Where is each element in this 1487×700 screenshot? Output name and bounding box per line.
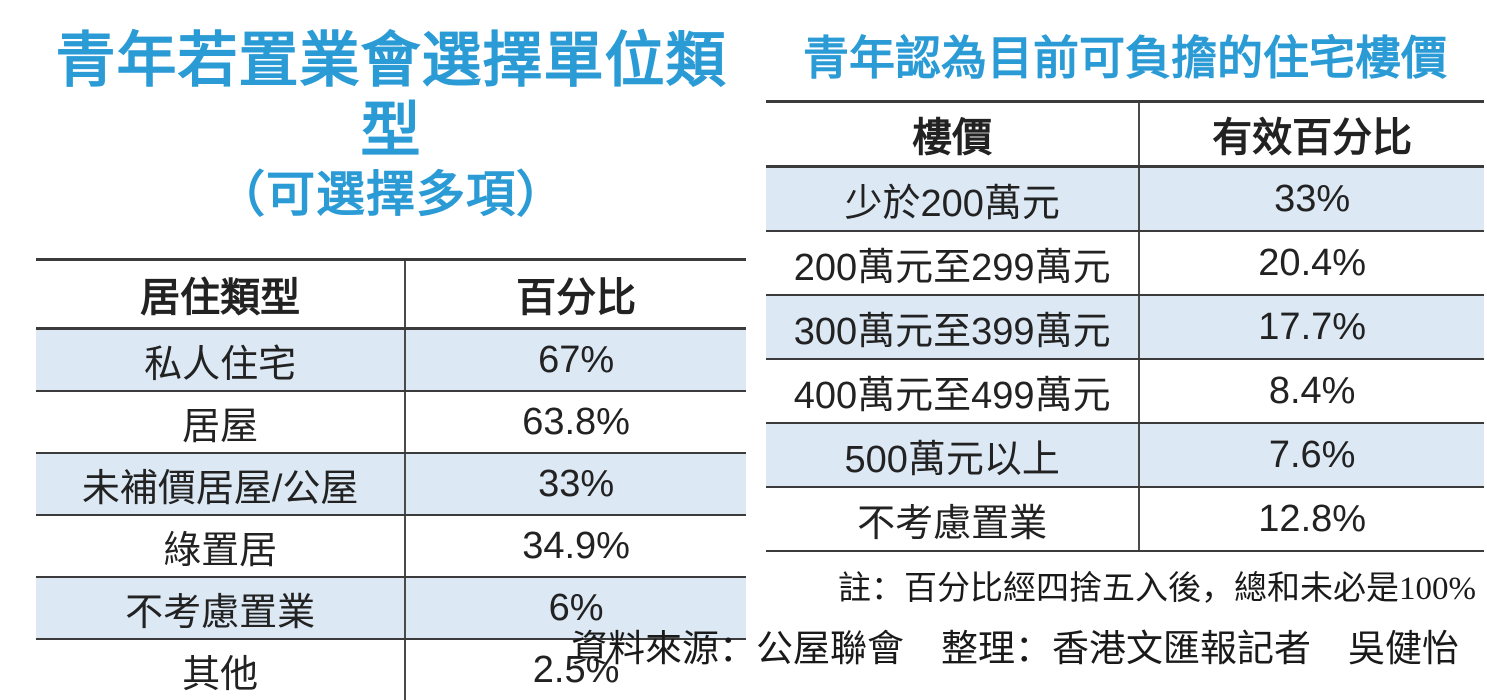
value-cell: 63.8% bbox=[405, 391, 746, 454]
value-cell: 20.4% bbox=[1139, 231, 1484, 296]
category-cell: 未補價居屋/公屋 bbox=[36, 453, 407, 516]
value-cell: 8.4% bbox=[1139, 359, 1484, 424]
value-cell: 7.6% bbox=[1139, 423, 1484, 488]
category-cell: 300萬元至399萬元 bbox=[766, 295, 1141, 360]
table-header-row: 居住類型 百分比 bbox=[36, 258, 746, 330]
affordable-price-section: 青年認為目前可負擔的住宅樓價 樓價 有效百分比 少於200萬元 33% 200萬… bbox=[766, 0, 1484, 610]
affordable-price-table: 樓價 有效百分比 少於200萬元 33% 200萬元至299萬元 20.4% 3… bbox=[766, 100, 1484, 552]
right-title: 青年認為目前可負擔的住宅樓價 bbox=[803, 32, 1447, 84]
category-cell: 綠置居 bbox=[36, 515, 407, 578]
column-header-valid-percentage: 有效百分比 bbox=[1139, 100, 1484, 168]
rounding-note: 註：百分比經四捨五入後，總和未必是100% bbox=[838, 571, 1476, 607]
table-row: 300萬元至399萬元 17.7% bbox=[766, 295, 1484, 360]
category-cell: 500萬元以上 bbox=[766, 423, 1141, 488]
category-cell: 不考慮置業 bbox=[36, 577, 407, 640]
value-cell: 12.8% bbox=[1139, 487, 1484, 552]
table-row: 私人住宅 67% bbox=[36, 328, 746, 392]
column-header-housing-type: 居住類型 bbox=[36, 258, 407, 330]
value-cell: 67% bbox=[405, 328, 746, 392]
value-cell: 6% bbox=[405, 577, 746, 640]
table-row: 不考慮置業 12.8% bbox=[766, 487, 1484, 552]
table-row: 不考慮置業 6% bbox=[36, 577, 746, 640]
category-cell: 少於200萬元 bbox=[766, 166, 1141, 232]
table-row: 200萬元至299萬元 20.4% bbox=[766, 231, 1484, 296]
unit-type-section: 青年若置業會選擇單位類型 （可選擇多項） 居住類型 百分比 私人住宅 67% 居… bbox=[36, 0, 746, 700]
table-row: 居屋 63.8% bbox=[36, 391, 746, 454]
value-cell: 34.9% bbox=[405, 515, 746, 578]
table-header-row: 樓價 有效百分比 bbox=[766, 100, 1484, 168]
source-line: 資料來源：公屋聯會 整理：香港文匯報記者 吳健怡 bbox=[571, 629, 1459, 670]
table-row: 綠置居 34.9% bbox=[36, 515, 746, 578]
unit-type-table: 居住類型 百分比 私人住宅 67% 居屋 63.8% 未補價居屋/公屋 33% … bbox=[36, 258, 746, 700]
category-cell: 不考慮置業 bbox=[766, 487, 1141, 552]
table-row: 少於200萬元 33% bbox=[766, 166, 1484, 232]
left-title-line1: 青年若置業會選擇單位類型 bbox=[55, 27, 727, 164]
table-row: 未補價居屋/公屋 33% bbox=[36, 453, 746, 516]
category-cell: 私人住宅 bbox=[36, 328, 407, 392]
category-cell: 200萬元至299萬元 bbox=[766, 231, 1141, 296]
value-cell: 33% bbox=[1139, 166, 1484, 232]
column-header-price: 樓價 bbox=[766, 100, 1141, 168]
table-row: 500萬元以上 7.6% bbox=[766, 423, 1484, 488]
left-title-line2: （可選擇多項） bbox=[215, 168, 566, 222]
table-row: 400萬元至499萬元 8.4% bbox=[766, 359, 1484, 424]
value-cell: 33% bbox=[405, 453, 746, 516]
category-cell: 居屋 bbox=[36, 391, 407, 454]
value-cell: 17.7% bbox=[1139, 295, 1484, 360]
category-cell: 400萬元至499萬元 bbox=[766, 359, 1141, 424]
column-header-percentage: 百分比 bbox=[405, 258, 746, 330]
